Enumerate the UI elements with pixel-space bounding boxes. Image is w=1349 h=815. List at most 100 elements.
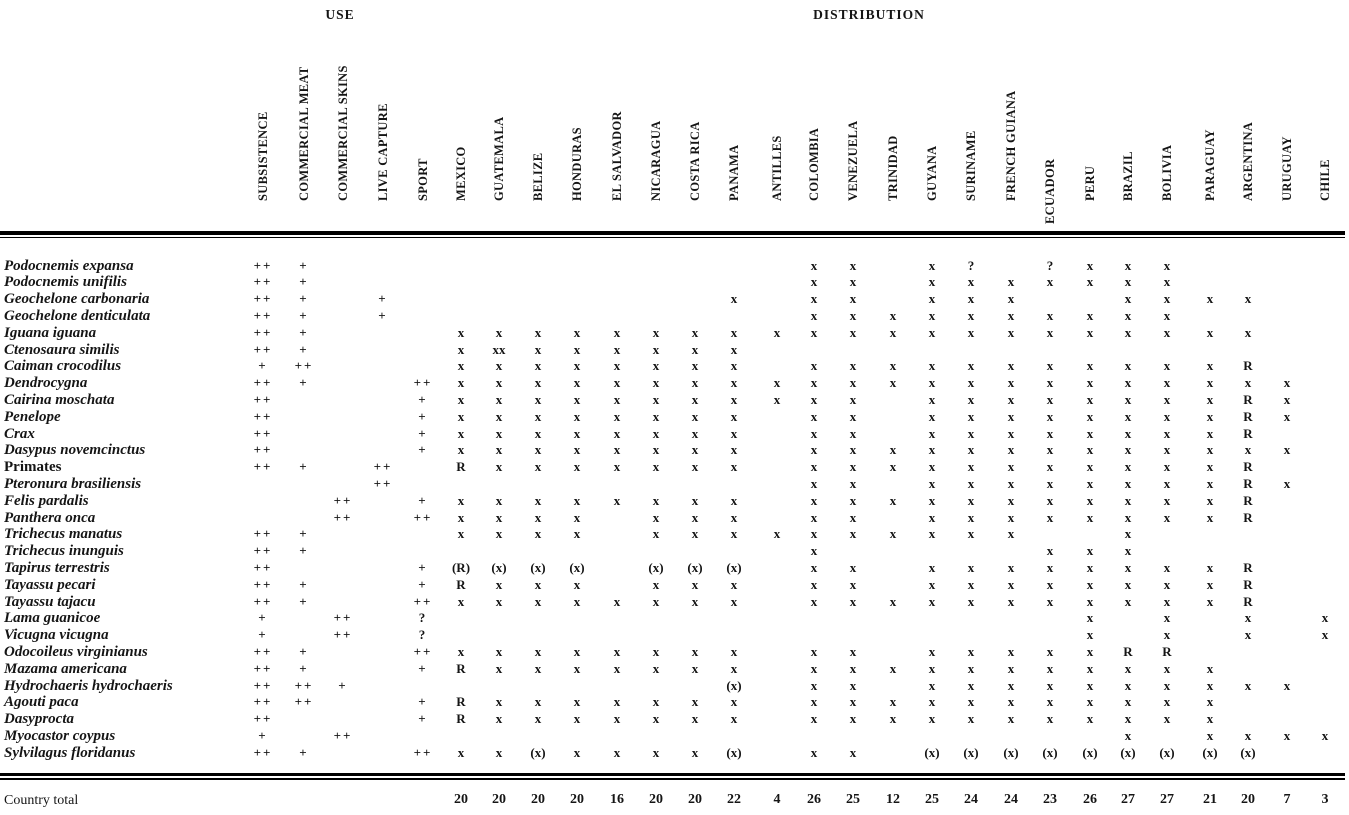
country-total-value: 20 [454, 792, 468, 807]
dist-cell: x [652, 576, 660, 592]
country-column-header: PANAMA [726, 144, 741, 201]
dist-cell: x [1007, 593, 1015, 609]
dist-cell: x [1007, 576, 1015, 592]
country-total-value: 26 [807, 792, 821, 807]
dist-cell: x [534, 442, 542, 458]
dist-cell: x [889, 324, 897, 340]
dist-cell: x [1007, 375, 1015, 391]
country-total-value: 3 [1321, 792, 1329, 807]
dist-cell: x [573, 492, 581, 508]
dist-cell: x [1046, 543, 1054, 559]
dist-cell: x [1086, 358, 1094, 374]
dist-cell: x [613, 593, 621, 609]
dist-cell: x [1086, 408, 1094, 424]
dist-cell: x [691, 425, 699, 441]
dist-cell: x [1124, 391, 1132, 407]
dist-cell: x [1086, 475, 1094, 491]
use-cell: ++ [333, 610, 353, 626]
use-cell: ++ [413, 643, 433, 659]
country-column-header: GUATEMALA [491, 116, 506, 201]
dist-cell: x [1124, 375, 1132, 391]
dist-cell: x [1046, 459, 1054, 475]
dist-cell: R [456, 660, 466, 676]
use-cell: + [299, 341, 309, 357]
species-label: Sylvilagus floridanus [4, 744, 136, 761]
dist-cell: x [1007, 459, 1015, 475]
dist-cell: x [1244, 375, 1252, 391]
dist-cell: (x) [687, 559, 703, 575]
dist-cell: x [810, 408, 818, 424]
dist-cell: x [773, 526, 781, 542]
dist-cell: x [691, 660, 699, 676]
dist-cell: x [457, 442, 465, 458]
dist-cell: x [889, 660, 897, 676]
dist-cell: x [652, 694, 660, 710]
use-cell: ++ [413, 375, 433, 391]
dist-cell: x [1163, 291, 1171, 307]
dist-cell: x [495, 425, 503, 441]
dist-cell: x [1244, 291, 1252, 307]
dist-cell: x [691, 341, 699, 357]
use-cell: ++ [253, 375, 273, 391]
species-label: Dasypus novemcinctus [4, 442, 146, 459]
dist-cell: x [928, 526, 936, 542]
dist-cell: x [495, 408, 503, 424]
dist-cell: x [1124, 324, 1132, 340]
dist-cell: x [613, 442, 621, 458]
dist-cell: x [1007, 711, 1015, 727]
dist-cell: x [849, 291, 857, 307]
dist-cell: x [573, 341, 581, 357]
dist-cell: x [1086, 559, 1094, 575]
dist-cell: x [691, 408, 699, 424]
dist-cell: x [849, 375, 857, 391]
dist-cell: x [573, 375, 581, 391]
species-label: Tapirus terrestris [4, 559, 110, 576]
dist-cell: x [928, 509, 936, 525]
dist-cell: x [849, 576, 857, 592]
species-label: Geochelone denticulata [4, 307, 151, 324]
use-cell: ++ [253, 291, 273, 307]
dist-cell: x [1163, 711, 1171, 727]
country-total-value: 20 [649, 792, 663, 807]
dist-cell: x [810, 307, 818, 323]
dist-cell: x [810, 442, 818, 458]
dist-cell: x [1007, 442, 1015, 458]
dist-cell: x [849, 307, 857, 323]
dist-cell: x [928, 425, 936, 441]
dist-cell: x [730, 375, 738, 391]
dist-cell: x [1206, 442, 1214, 458]
dist-cell: x [730, 391, 738, 407]
dist-cell: x [1163, 391, 1171, 407]
dist-cell: x [1046, 358, 1054, 374]
dist-cell: (x) [726, 744, 742, 760]
dist-cell: x [1086, 610, 1094, 626]
dist-cell: x [967, 660, 975, 676]
dist-cell: x [1206, 660, 1214, 676]
dist-cell: x [1283, 408, 1291, 424]
dist-cell: x [1163, 375, 1171, 391]
dist-cell: x [928, 593, 936, 609]
dist-cell: x [1163, 492, 1171, 508]
dist-cell: x [1163, 425, 1171, 441]
dist-cell: x [1124, 576, 1132, 592]
dist-cell: x [810, 509, 818, 525]
dist-cell: x [1163, 257, 1171, 273]
dist-cell: x [495, 492, 503, 508]
dist-cell: ? [1046, 257, 1054, 273]
dist-cell: x [1163, 442, 1171, 458]
use-cell: + [258, 610, 268, 626]
dist-cell: x [573, 358, 581, 374]
dist-cell: x [928, 408, 936, 424]
dist-cell: x [1124, 257, 1132, 273]
dist-cell: x [1046, 559, 1054, 575]
dist-cell: R [1243, 492, 1253, 508]
dist-cell: x [773, 324, 781, 340]
dist-cell: x [652, 358, 660, 374]
dist-cell: x [1046, 509, 1054, 525]
dist-cell: x [573, 711, 581, 727]
dist-cell: x [1046, 324, 1054, 340]
dist-cell: x [534, 660, 542, 676]
use-column-header: COMMERCIAL SKINS [335, 65, 350, 201]
dist-cell: x [810, 459, 818, 475]
dist-cell: x [1086, 543, 1094, 559]
